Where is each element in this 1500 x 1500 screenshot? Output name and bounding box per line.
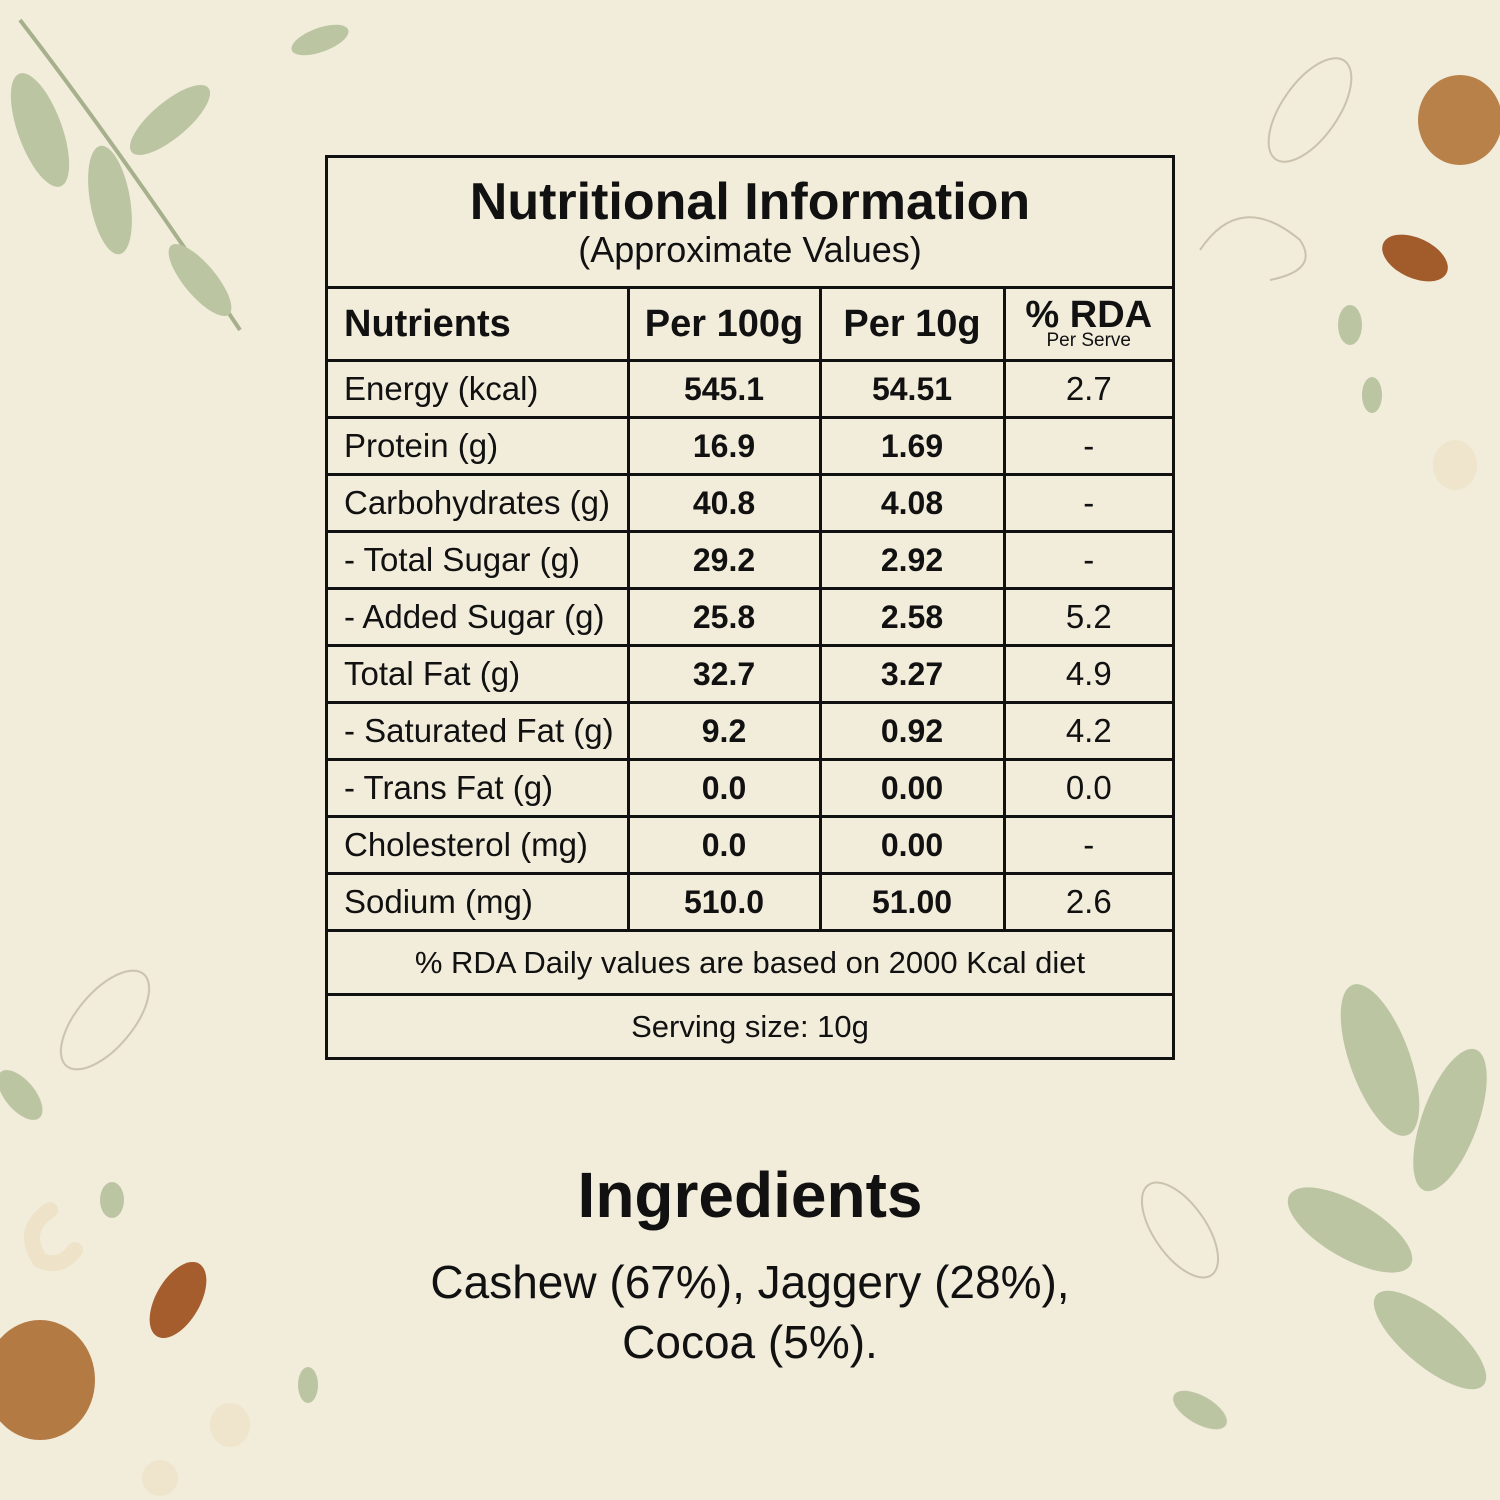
nutrient-value: 2.7 (1002, 360, 1172, 419)
nutrient-name: Carbohydrates (g) (328, 473, 630, 533)
nutrient-name: - Added Sugar (g) (328, 587, 630, 647)
nutrient-value: 29.2 (626, 530, 822, 590)
nutrient-value: 40.8 (626, 473, 822, 533)
column-subheader: Per Serve (1046, 330, 1131, 351)
nutrient-name: - Saturated Fat (g) (328, 701, 630, 761)
ingredients-line: Cashew (67%), Jaggery (28%), (430, 1256, 1070, 1308)
nutrient-name: Energy (kcal) (328, 360, 630, 419)
serving-row: Serving size: 10g (328, 993, 1172, 1057)
ingredients-text: Cashew (67%), Jaggery (28%), Cocoa (5%). (0, 1252, 1500, 1372)
nutrient-value: - (1002, 530, 1172, 590)
nutrient-value: 4.08 (818, 473, 1006, 533)
nutrient-value: - (1002, 416, 1172, 476)
nutrient-name: Protein (g) (328, 416, 630, 476)
nutrient-value: 5.2 (1002, 587, 1172, 647)
nutrient-value: 0.92 (818, 701, 1006, 761)
nutrient-value: 16.9 (626, 416, 822, 476)
nutrient-value: 0.0 (626, 758, 822, 818)
nutrient-name: Total Fat (g) (328, 644, 630, 704)
nutrient-value: 54.51 (818, 360, 1006, 419)
header-row: Nutrients Per 100g Per 10g% RDA Per Serve (328, 289, 1172, 362)
column-header-text: % RDA (1025, 294, 1153, 336)
nutrient-value: 4.9 (1002, 644, 1172, 704)
nutrient-value: - (1002, 815, 1172, 875)
nutrient-value: 0.0 (1002, 758, 1172, 818)
nutrient-value: - (1002, 473, 1172, 533)
column-header: Nutrients (328, 289, 630, 362)
nutrition-panel: Nutritional Information (Approximate Val… (325, 155, 1175, 1060)
title: Nutritional Information (469, 173, 1031, 231)
nutrient-value: 2.58 (818, 587, 1006, 647)
title-box: Nutritional Information (Approximate Val… (328, 158, 1172, 289)
ingredients-line: Cocoa (5%). (622, 1316, 878, 1368)
footnote: % RDA Daily values are based on 2000 Kca… (328, 929, 1172, 996)
nutrient-value: 4.2 (1002, 701, 1172, 761)
nutrient-name: - Total Sugar (g) (328, 530, 630, 590)
nutrient-name: Cholesterol (mg) (328, 815, 630, 875)
nutrient-row: Sodium (mg) 510.0 51.00 2.6 (328, 872, 1172, 932)
nutrition-table: Nutrients Per 100g Per 10g% RDA Per Serve E… (328, 289, 1172, 1057)
nutrient-value: 32.7 (626, 644, 822, 704)
nutrient-value: 3.27 (818, 644, 1006, 704)
nutrient-value: 1.69 (818, 416, 1006, 476)
column-header: Per 10g (818, 289, 1006, 362)
subtitle: (Approximate Values) (578, 229, 922, 270)
nutrient-value: 2.92 (818, 530, 1006, 590)
nutrient-value: 9.2 (626, 701, 822, 761)
nutrient-value: 0.00 (818, 815, 1006, 875)
serving: Serving size: 10g (328, 993, 1172, 1057)
nutrient-row: Energy (kcal) 545.1 54.51 2.7 (328, 360, 1172, 419)
nutrient-value: 545.1 (626, 360, 822, 419)
nutrient-name: Sodium (mg) (328, 872, 630, 932)
column-header: % RDA Per Serve (1002, 289, 1172, 362)
column-header: Per 100g (626, 289, 822, 362)
footnote-row: % RDA Daily values are based on 2000 Kca… (328, 929, 1172, 996)
nutrient-value: 2.6 (1002, 872, 1172, 932)
nutrient-value: 510.0 (626, 872, 822, 932)
nutrient-row: Protein (g) 16.9 1.69- (328, 416, 1172, 476)
nutrient-row: Carbohydrates (g) 40.8 4.08- (328, 473, 1172, 533)
nutrient-row: Cholesterol (mg) 0.0 0.00- (328, 815, 1172, 875)
ingredients-title: Ingredients (577, 1159, 923, 1231)
nutrient-value: 51.00 (818, 872, 1006, 932)
nutrient-value: 0.00 (818, 758, 1006, 818)
nutrient-row: Total Fat (g) 32.7 3.27 4.9 (328, 644, 1172, 704)
nutrient-value: 0.0 (626, 815, 822, 875)
nutrient-name: - Trans Fat (g) (328, 758, 630, 818)
nutrient-row: - Total Sugar (g) 29.2 2.92- (328, 530, 1172, 590)
nutrient-row: - Saturated Fat (g) 9.2 0.92 4.2 (328, 701, 1172, 761)
nutrient-row: - Added Sugar (g) 25.8 2.58 5.2 (328, 587, 1172, 647)
nutrient-row: - Trans Fat (g) 0.0 0.00 0.0 (328, 758, 1172, 818)
nutrient-value: 25.8 (626, 587, 822, 647)
